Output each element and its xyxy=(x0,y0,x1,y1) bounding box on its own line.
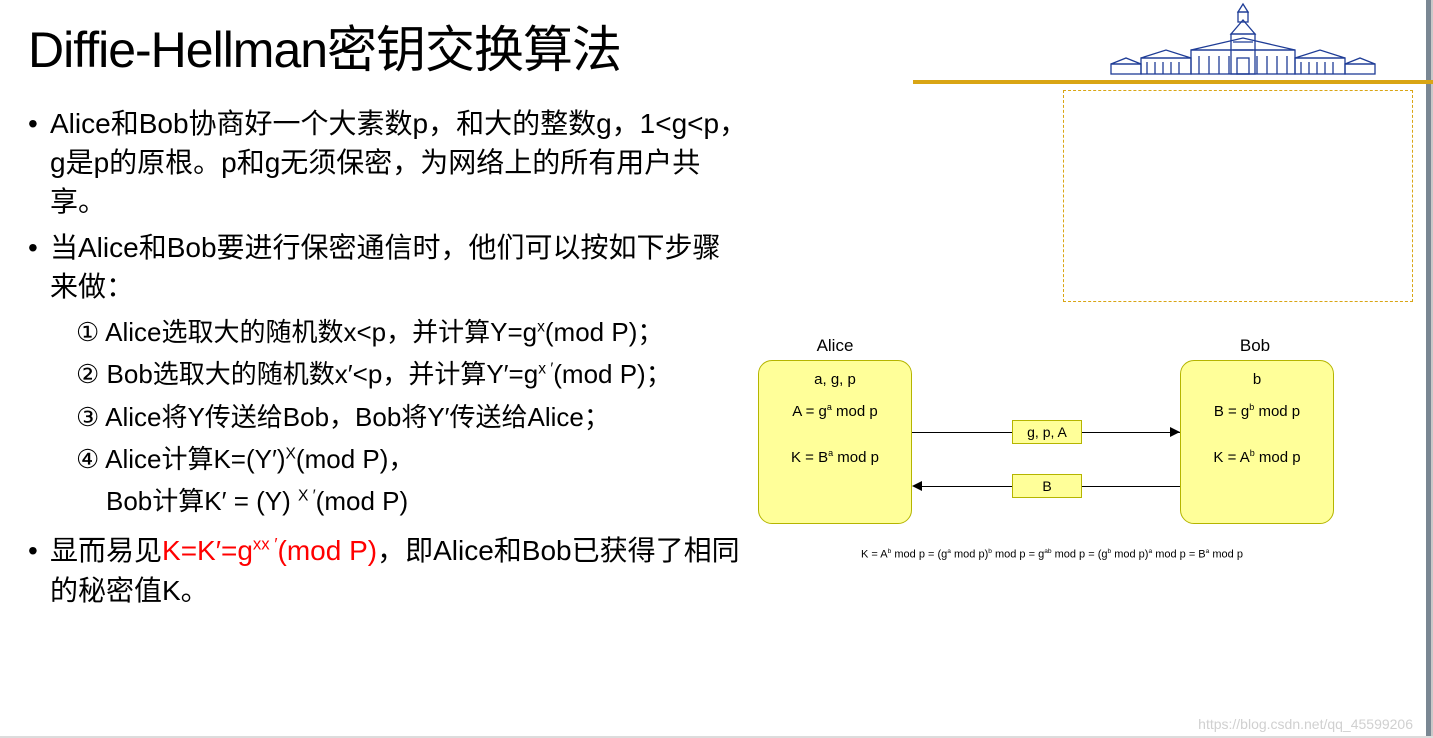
msg-1: g, p, A xyxy=(1012,420,1082,444)
substeps: ① Alice选取大的随机数x<p，并计算Y=gx(mod P)； ② Bob选… xyxy=(76,312,748,521)
b3-pre: 显而易见 xyxy=(50,535,162,566)
step-2: ② Bob选取大的随机数x′<p，并计算Y′=gx ′(mod P)； xyxy=(76,354,748,394)
content-area: • Alice和Bob协商好一个大素数p，和大的整数g，1<g<p，g是p的原根… xyxy=(28,104,748,610)
bullet-3-text: 显而易见K=K′=gxx ′(mod P)，即Alice和Bob已获得了相同的秘… xyxy=(50,531,748,609)
step-4a: ④ Alice计算K=(Y′)X(mod P)， xyxy=(76,439,748,479)
bullet-2: • 当Alice和Bob要进行保密通信时，他们可以按如下步骤来做： xyxy=(28,228,748,306)
alice-r1: a, g, p xyxy=(767,371,903,388)
step-4b: Bob计算K′ = (Y) X ′(mod P) xyxy=(76,481,748,521)
alice-label: Alice xyxy=(760,336,910,356)
bullet-2-text: 当Alice和Bob要进行保密通信时，他们可以按如下步骤来做： xyxy=(50,228,748,306)
bob-r3: K = Ab mod p xyxy=(1189,448,1325,466)
title-underline xyxy=(913,80,1433,84)
b3-red: K=K′=gxx ′(mod P) xyxy=(162,535,377,566)
slide: Diffie-Hellman密钥交换算法 xyxy=(0,0,1433,738)
bullet-1-text: Alice和Bob协商好一个大素数p，和大的整数g，1<g<p，g是p的原根。p… xyxy=(50,104,748,222)
watermark: https://blog.csdn.net/qq_45599206 xyxy=(1198,716,1413,732)
arrow-2-head xyxy=(912,481,922,491)
bullet-dot: • xyxy=(28,531,50,609)
dh-diagram: Alice Bob a, g, p A = ga mod p K = Ba mo… xyxy=(750,336,1368,586)
dashed-placeholder xyxy=(1063,90,1413,302)
alice-box: a, g, p A = ga mod p K = Ba mod p xyxy=(758,360,912,524)
building-icon xyxy=(1083,2,1403,80)
diagram-footer: K = Ab mod p = (ga mod p)b mod p = gab m… xyxy=(742,548,1362,561)
bullet-1: • Alice和Bob协商好一个大素数p，和大的整数g，1<g<p，g是p的原根… xyxy=(28,104,748,222)
alice-r3: K = Ba mod p xyxy=(767,448,903,466)
bob-box: b B = gb mod p K = Ab mod p xyxy=(1180,360,1334,524)
bob-r1: b xyxy=(1189,371,1325,388)
step-1: ① Alice选取大的随机数x<p，并计算Y=gx(mod P)； xyxy=(76,312,748,352)
bullet-dot: • xyxy=(28,228,50,306)
bullet-3: • 显而易见K=K′=gxx ′(mod P)，即Alice和Bob已获得了相同… xyxy=(28,531,748,609)
bob-r2: B = gb mod p xyxy=(1189,402,1325,420)
arrow-1-head xyxy=(1170,427,1180,437)
msg-2: B xyxy=(1012,474,1082,498)
bob-label: Bob xyxy=(1180,336,1330,356)
alice-r2: A = ga mod p xyxy=(767,402,903,420)
bullet-dot: • xyxy=(28,104,50,222)
step-3: ③ Alice将Y传送给Bob，Bob将Y′传送给Alice； xyxy=(76,397,748,437)
